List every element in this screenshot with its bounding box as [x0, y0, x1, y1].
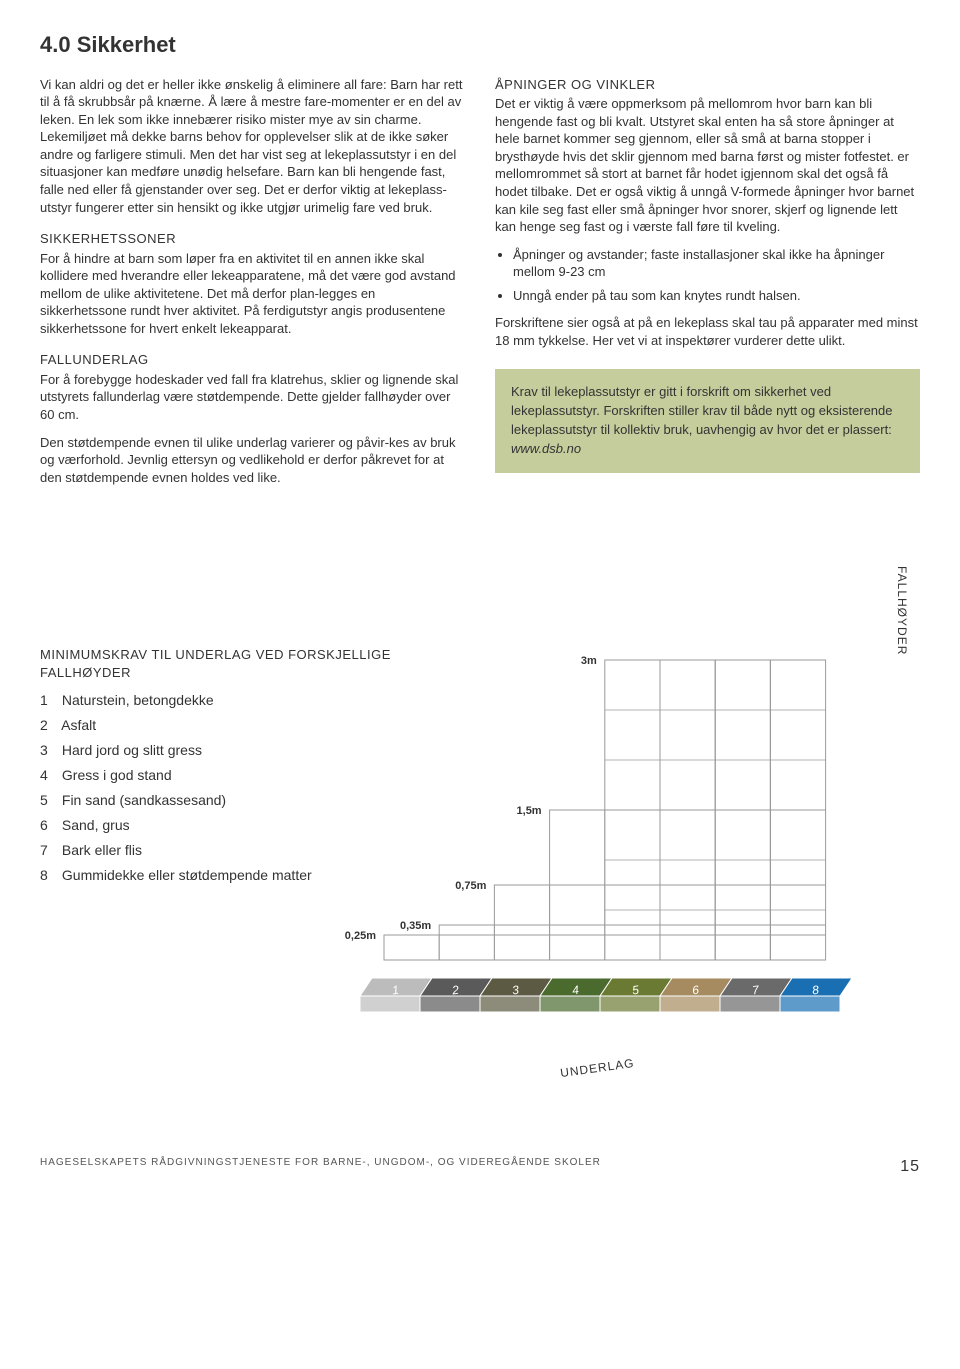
subheading-fallunderlag: FALLUNDERLAG	[40, 351, 465, 369]
page-footer: HAGESELSKAPETS RÅDGIVNINGSTJENESTE FOR B…	[40, 1156, 920, 1178]
paragraph: Den støtdempende evnen til ulike underla…	[40, 434, 465, 487]
right-column: ÅPNINGER OG VINKLER Det er viktig å være…	[495, 76, 920, 496]
list-item: Unngå ender på tau som kan knytes rundt …	[513, 287, 920, 305]
bullet-list: Åpninger og avstander; faste installasjo…	[495, 246, 920, 305]
info-box-text: Krav til lekeplassutstyr er gitt i forsk…	[511, 384, 893, 437]
footer-text: HAGESELSKAPETS RÅDGIVNINGSTJENESTE FOR B…	[40, 1156, 601, 1178]
svg-text:1,5m: 1,5m	[517, 805, 542, 817]
fall-height-diagram: 123456780,25m0,35m0,75m1,5m3m	[320, 586, 920, 1086]
paragraph: For å hindre at barn som løper fra en ak…	[40, 250, 465, 338]
subheading-apninger: ÅPNINGER OG VINKLER	[495, 76, 920, 94]
page-number: 15	[900, 1156, 920, 1178]
paragraph: Vi kan aldri og det er heller ikke ønske…	[40, 76, 465, 216]
diagram-section: FALLHØYDER MINIMUMSKRAV TIL UNDERLAG VED…	[40, 556, 920, 1116]
info-box: Krav til lekeplassutstyr er gitt i forsk…	[495, 369, 920, 472]
svg-text:0,25m: 0,25m	[345, 930, 376, 942]
text-columns: Vi kan aldri og det er heller ikke ønske…	[40, 76, 920, 496]
info-box-link: www.dsb.no	[511, 441, 581, 456]
paragraph: Det er viktig å være oppmerksom på mello…	[495, 95, 920, 235]
list-item: Åpninger og avstander; faste installasjo…	[513, 246, 920, 281]
page-title: 4.0 Sikkerhet	[40, 30, 920, 60]
subheading-sikkerhetssoner: SIKKERHETSSONER	[40, 230, 465, 248]
left-column: Vi kan aldri og det er heller ikke ønske…	[40, 76, 465, 496]
paragraph: For å forebygge hodeskader ved fall fra …	[40, 371, 465, 424]
paragraph: Forskriftene sier også at på en lekeplas…	[495, 314, 920, 349]
svg-text:3m: 3m	[581, 655, 597, 667]
svg-text:0,35m: 0,35m	[400, 920, 431, 932]
svg-text:0,75m: 0,75m	[455, 880, 486, 892]
